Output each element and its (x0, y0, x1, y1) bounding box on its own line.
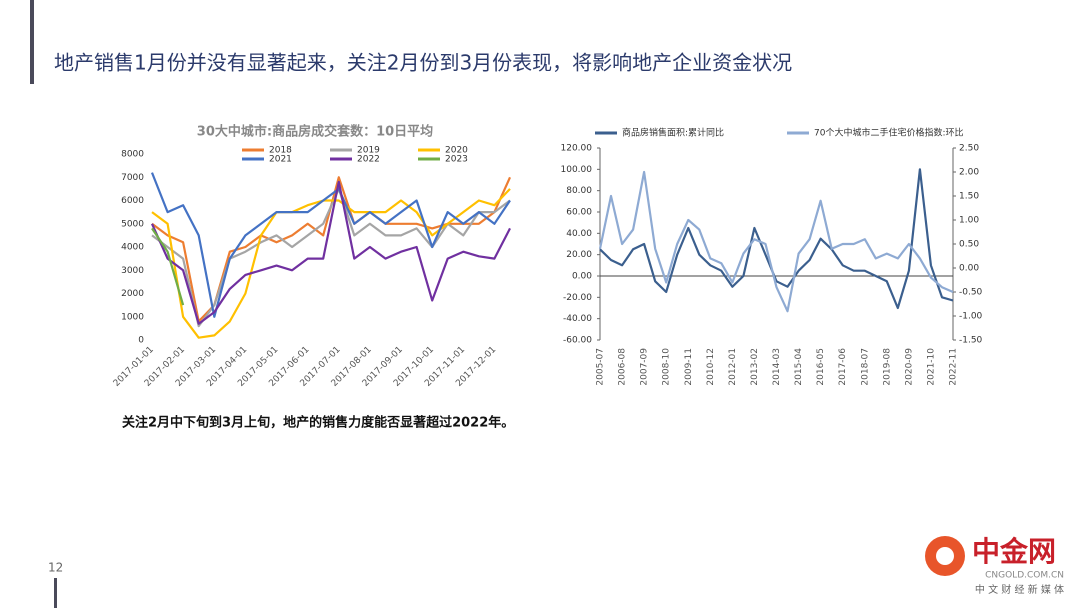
x-tick-label: 2013-02 (750, 348, 760, 386)
y-tick-label: 7000 (121, 173, 144, 183)
legend-label: 2020 (445, 146, 468, 156)
legend-label: 2019 (357, 146, 380, 156)
x-tick-label: 2022-11 (949, 348, 959, 386)
page-number: 12 (48, 561, 63, 575)
y-tick-label: 3000 (121, 266, 144, 276)
legend-label: 商品房销售面积:累计同比 (622, 127, 724, 139)
y-tick-label: 40.00 (566, 229, 592, 239)
y-tick-label: -40.00 (563, 314, 592, 324)
x-tick-label: 2017-06 (838, 348, 848, 386)
title-bar (30, 0, 34, 84)
y2-tick-label: 1.00 (959, 216, 979, 226)
x-tick-label: 2020-09 (904, 348, 914, 386)
legend-label: 2021 (269, 155, 292, 165)
y-tick-label: 20.00 (566, 250, 592, 260)
y2-tick-label: 2.50 (959, 144, 979, 154)
y2-tick-label: 2.00 (959, 168, 979, 178)
y-tick-label: 5000 (121, 219, 144, 229)
x-tick-label: 2006-08 (618, 348, 628, 386)
y-tick-label: 0.00 (572, 272, 592, 282)
series-line (151, 188, 511, 339)
y-tick-label: 60.00 (566, 208, 592, 218)
x-tick-label: 2008-10 (662, 348, 672, 386)
legend-label: 2022 (357, 155, 380, 165)
x-tick-label: 2012-01 (728, 348, 738, 386)
series-line (599, 168, 954, 310)
footer-bar (54, 578, 57, 608)
y-tick-label: -20.00 (563, 293, 592, 303)
x-tick-label: 2019-08 (882, 348, 892, 386)
legend-label: 2018 (269, 146, 292, 156)
series-line (150, 172, 511, 318)
series-line (150, 180, 511, 325)
logo-icon-inner (936, 547, 954, 565)
series-line (151, 176, 512, 323)
x-tick-label: 2021-10 (926, 348, 936, 386)
x-tick-label: 2009-11 (684, 348, 694, 386)
logo: 中金网 (972, 535, 1056, 568)
x-tick-label: 2016-05 (816, 348, 826, 386)
y2-tick-label: -1.50 (959, 336, 983, 346)
y2-tick-label: -0.50 (959, 288, 983, 298)
y-tick-label: 2000 (121, 289, 144, 299)
y-tick-label: -60.00 (563, 336, 592, 346)
logo-sub: 中 文 财 经 新 媒 体 (975, 583, 1064, 596)
x-tick-label: 2014-03 (772, 348, 782, 386)
logo-url: CNGOLD.COM.CN (985, 571, 1064, 581)
legend-label: 70个大中城市二手住宅价格指数:环比 (814, 127, 964, 139)
y-tick-label: 0 (138, 336, 144, 346)
y-tick-label: 4000 (121, 243, 144, 253)
series-line (151, 227, 185, 306)
x-tick-label: 2015-04 (794, 348, 804, 386)
x-tick-label: 2018-07 (860, 348, 870, 386)
x-tick-label: 2007-09 (640, 348, 650, 386)
y2-tick-label: 0.50 (959, 240, 979, 250)
chart-title: 30大中城市:商品房成交套数：10日平均 (197, 124, 433, 140)
y2-tick-label: -1.00 (959, 312, 983, 322)
y-tick-label: 120.00 (561, 144, 593, 154)
y2-tick-label: 1.50 (959, 192, 979, 202)
y2-tick-label: 0.00 (959, 264, 979, 274)
x-tick-label: 2005-07 (596, 348, 606, 386)
y-tick-label: 8000 (121, 150, 144, 160)
y-tick-label: 6000 (121, 196, 144, 206)
x-tick-label: 2010-12 (706, 348, 716, 386)
slide-title: 地产销售1月份并没有显著起来，关注2月份到3月份表现，将影响地产企业资金状况 (54, 51, 792, 75)
y-tick-label: 80.00 (566, 186, 592, 196)
y-tick-label: 100.00 (561, 165, 593, 175)
caption: 关注2月中下旬到3月上旬，地产的销售力度能否显著超过2022年。 (122, 415, 514, 431)
y-tick-label: 1000 (121, 312, 144, 322)
series-line (598, 170, 954, 313)
legend-label: 2023 (445, 155, 468, 165)
